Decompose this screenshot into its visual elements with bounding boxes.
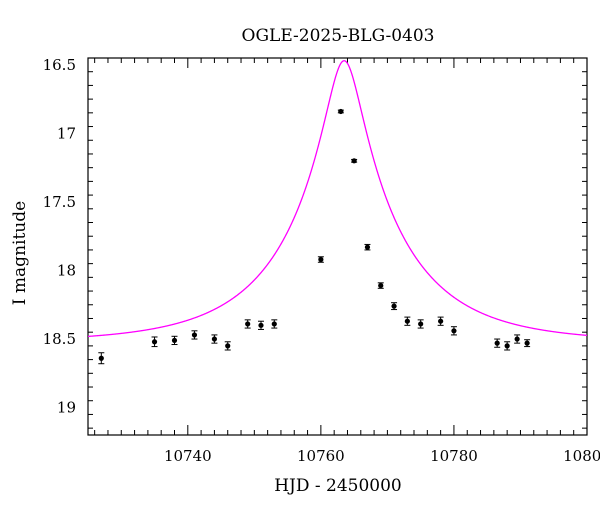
y-tick-label: 18 (57, 261, 76, 279)
data-point (271, 321, 277, 327)
model-line (87, 60, 588, 338)
data-point (318, 256, 324, 263)
data-point (418, 321, 424, 327)
data-point (171, 337, 178, 344)
data-point (225, 343, 231, 349)
plot-border (87, 57, 588, 436)
data-point (351, 158, 357, 164)
data-point (191, 332, 198, 338)
data-point (151, 339, 158, 345)
y-tick-label: 19 (57, 399, 76, 417)
model-curve (87, 60, 588, 338)
y-axis-label: I magnitude (10, 201, 30, 305)
data-point (514, 336, 520, 342)
data-points (98, 108, 531, 365)
x-tick-label: 10800 (563, 447, 600, 465)
axis-ticks (88, 57, 588, 435)
x-axis-label: HJD - 2450000 (274, 476, 402, 496)
data-point (494, 340, 500, 346)
y-tick-label: 18.5 (43, 330, 76, 348)
data-point (391, 303, 397, 309)
plot-area (87, 57, 588, 436)
data-point (211, 336, 218, 342)
x-tick-label: 10760 (297, 447, 345, 465)
data-point (451, 328, 457, 334)
y-tick-label: 17.5 (43, 193, 76, 211)
data-point (364, 244, 371, 250)
x-tick-label: 10740 (164, 447, 212, 465)
y-tick-label: 17 (57, 124, 76, 142)
data-point (378, 282, 384, 289)
data-point (98, 355, 104, 361)
chart-title: OGLE-2025-BLG-0403 (242, 26, 435, 46)
y-tick-label: 16.5 (43, 56, 76, 74)
data-point (404, 318, 410, 324)
data-point (524, 340, 530, 346)
data-point (504, 343, 510, 349)
data-point (258, 322, 264, 328)
x-tick-label: 10780 (430, 447, 478, 465)
data-point (438, 318, 444, 324)
data-point (245, 321, 251, 327)
axis-tick-labels: 10740 10760 10780 10800 16.5 17 17.5 18 18.5 19 (43, 56, 600, 465)
data-point (338, 108, 344, 115)
